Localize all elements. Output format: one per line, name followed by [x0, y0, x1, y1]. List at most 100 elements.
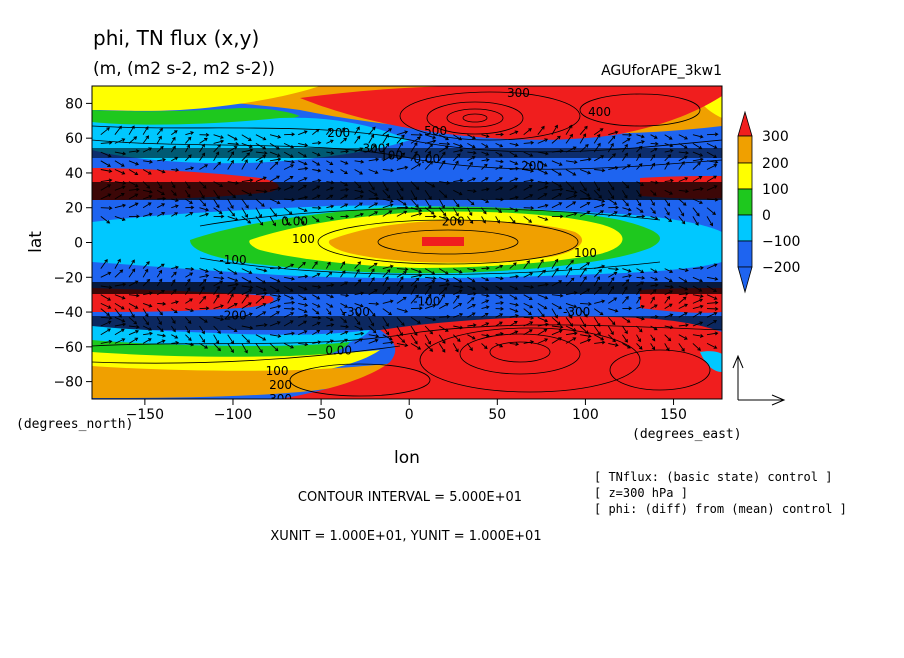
flux-vector-arrow — [354, 135, 361, 144]
flux-vector-arrow — [185, 198, 193, 204]
flux-vector-arrow — [607, 181, 615, 191]
flux-vector-arrow — [594, 264, 606, 270]
flux-vector-arrow — [326, 330, 334, 336]
flux-vector-arrow — [509, 142, 519, 147]
flux-vector-arrow — [170, 189, 177, 197]
flux-vector-arrow — [467, 297, 475, 304]
flux-vector-arrow — [368, 262, 378, 269]
flux-vector-arrow — [664, 290, 673, 296]
flux-vector-arrow — [650, 334, 656, 342]
flux-vector-arrow — [495, 177, 503, 182]
flux-vector-arrow — [340, 169, 348, 174]
y-tick-label: 80 — [65, 96, 83, 112]
flux-vector-arrow — [706, 320, 718, 327]
flux-vector-arrow — [241, 334, 251, 344]
flux-vector-arrow — [509, 274, 520, 279]
flux-vector-arrow — [354, 169, 364, 175]
flux-vector-arrow — [312, 294, 321, 300]
flux-vector-arrow — [368, 302, 380, 306]
flux-vector-arrow — [607, 153, 616, 162]
flux-vector-arrow — [593, 317, 601, 327]
flux-vector-arrow — [452, 294, 460, 304]
flux-vector-arrow — [114, 308, 122, 318]
flux-vector-arrow — [340, 137, 348, 144]
flux-vector-arrow — [396, 334, 406, 344]
flux-vector-arrow — [298, 195, 309, 200]
flux-vector-arrow — [410, 163, 422, 170]
flux-vector-arrow — [481, 305, 490, 310]
flux-vector-arrow — [650, 207, 656, 214]
flux-vector-arrow — [565, 160, 578, 165]
flux-vector-arrow — [185, 166, 195, 171]
flux-vector-arrow — [326, 261, 331, 269]
flux-vector-arrow — [678, 343, 685, 352]
flux-vector-arrow — [284, 307, 296, 311]
flux-vector-arrow — [298, 166, 309, 171]
flux-vector-arrow — [425, 276, 437, 281]
flux-vector-arrow — [170, 271, 177, 278]
flux-vector-arrow — [565, 212, 578, 217]
flux-vector-arrow — [424, 181, 436, 188]
flux-vector-arrow — [185, 154, 192, 162]
flux-vector-arrow — [129, 214, 140, 219]
flux-vector-arrow — [410, 273, 423, 278]
contour-label: 300 — [363, 142, 386, 156]
flux-vector-arrow — [495, 331, 504, 336]
flux-vector-arrow — [551, 325, 564, 329]
flux-vector-arrow — [424, 316, 437, 322]
flux-vector-arrow — [650, 153, 656, 162]
flux-vector-arrow — [100, 193, 112, 200]
flux-vector-arrow — [424, 143, 434, 153]
flux-vector-arrow — [678, 291, 689, 296]
flux-vector-arrow — [467, 207, 473, 216]
flux-vector-arrow — [241, 276, 253, 284]
flux-vector-arrow — [650, 276, 659, 281]
flux-vector-arrow — [297, 216, 305, 225]
flux-vector-arrow — [255, 334, 267, 341]
flux-vector-arrow — [340, 149, 350, 154]
contour-south-east — [609, 349, 711, 391]
flux-vector-arrow — [269, 298, 281, 304]
flux-vector-arrow — [269, 134, 282, 139]
flux-vector-arrow — [354, 331, 365, 336]
flux-vector-arrow — [185, 272, 194, 278]
contour-north-band-1 — [92, 125, 722, 153]
flux-vector-arrow — [593, 128, 604, 136]
note-line-1: [ TNflux: (basic state) control ] — [594, 470, 832, 484]
flux-vector-arrow — [438, 134, 449, 141]
flux-vector-arrow — [354, 308, 360, 317]
flux-vector-arrow — [579, 125, 588, 135]
flux-vector-arrow — [607, 277, 615, 287]
flux-vector-arrow — [326, 339, 334, 344]
flux-vector-arrow — [692, 161, 701, 170]
flux-vector-arrow — [481, 198, 490, 203]
contour-north-core — [462, 113, 488, 123]
flux-vector-arrow — [143, 331, 153, 336]
flux-vector-arrow — [678, 268, 689, 273]
flux-vector-arrow — [227, 215, 239, 221]
flux-vector-arrow — [509, 321, 518, 327]
flux-vector-arrow — [452, 153, 461, 162]
flux-vector-arrow — [439, 181, 451, 185]
flux-vector-arrow — [213, 198, 220, 209]
flux-vector-arrow — [579, 143, 589, 153]
flux-vector-arrow — [368, 134, 375, 144]
flux-vector-arrow — [185, 181, 191, 190]
flux-vector-arrow — [213, 144, 221, 153]
flux-vector-arrow — [495, 300, 504, 305]
flux-vector-arrow — [382, 334, 393, 341]
flux-vector-arrow — [283, 342, 294, 349]
flux-vector-arrow — [185, 212, 194, 217]
flux-vector-arrow — [467, 161, 473, 170]
flux-vector-arrow — [579, 210, 591, 217]
contour-label: 300 — [269, 392, 292, 406]
flux-vector-arrow — [453, 289, 463, 296]
flux-vector-arrow — [114, 258, 121, 269]
flux-vector-arrow — [438, 207, 447, 217]
flux-vector-arrow — [622, 181, 630, 189]
flux-vector-arrow — [650, 215, 659, 220]
note-line-3: [ phi: (diff) from (mean) control ] — [594, 502, 847, 516]
flux-vector-arrow — [410, 334, 418, 345]
flux-vector-arrow — [396, 210, 408, 217]
flux-vector-arrow — [636, 334, 641, 343]
